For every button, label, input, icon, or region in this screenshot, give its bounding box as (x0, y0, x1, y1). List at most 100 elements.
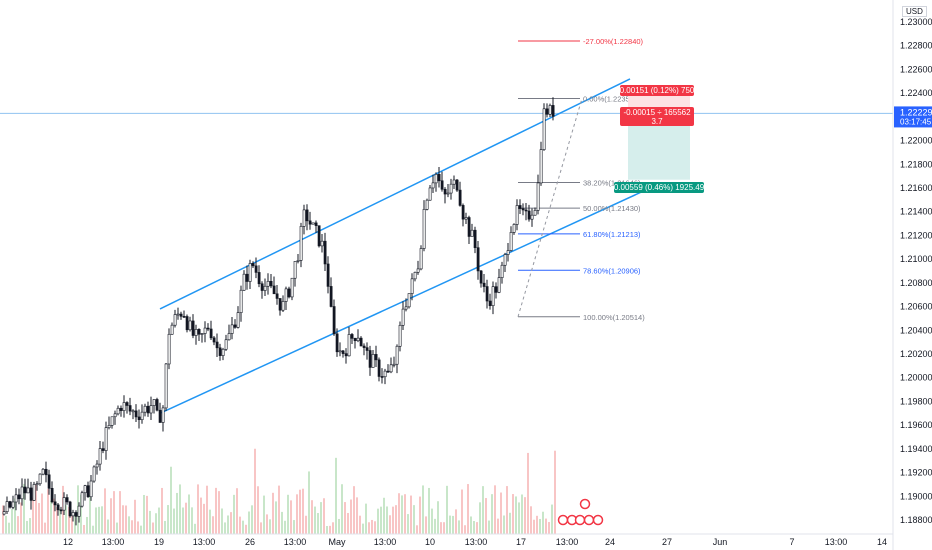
countdown-timer: 03:17:45 (900, 117, 932, 126)
volume-bar (5, 515, 7, 534)
price-tick-label: 1.21600 (900, 183, 932, 193)
candle-body (296, 260, 300, 262)
candle-body (59, 509, 63, 512)
candle-body (80, 492, 84, 507)
volume-bar (134, 499, 136, 534)
volume-bar (329, 525, 331, 534)
candle-body (236, 312, 240, 328)
time-tick-label: 24 (605, 537, 615, 547)
volume-bar (437, 501, 439, 534)
volume-bar (365, 503, 367, 534)
candle-body (212, 337, 216, 343)
volume-bar (272, 492, 274, 534)
candle-body (98, 448, 102, 465)
volume-bar (530, 506, 532, 534)
stop-label-text: 0.00151 (0.12%) 750 (620, 86, 695, 95)
economic-event-icon[interactable] (574, 514, 586, 526)
volume-bar (347, 512, 349, 534)
volume-bar (299, 489, 301, 534)
candle-body (518, 205, 522, 209)
volume-bar (233, 494, 235, 534)
fib-level-label: 78.60%(1.20906) (583, 266, 641, 275)
candle-body (293, 261, 297, 279)
candle-body (398, 324, 402, 347)
channel-upper-line[interactable] (159, 78, 631, 310)
economic-event-icon[interactable] (557, 514, 569, 526)
candle-body (11, 501, 15, 508)
volume-bar (149, 510, 151, 534)
volume-bar (284, 520, 286, 534)
candle-body (395, 345, 399, 365)
candle-body (320, 240, 324, 247)
candle-body (101, 448, 105, 451)
target-label-bg (614, 182, 704, 193)
candle-body (458, 189, 462, 206)
candle-body (434, 173, 438, 184)
volume-bar (248, 511, 250, 534)
fib-retracement[interactable]: -27.00%(1.22840) 0.00%(1.22355) 38.20%(1.2… (517, 37, 645, 322)
volume-bar (323, 498, 325, 534)
candle-body (269, 280, 273, 287)
current-price-box (894, 106, 932, 128)
volume-bar (515, 496, 517, 534)
economic-event-icon[interactable] (592, 514, 604, 526)
volume-bar (20, 502, 22, 534)
candle-body (2, 511, 6, 515)
volume-bar (389, 515, 391, 534)
volume-bar (89, 495, 91, 534)
price-axis[interactable]: 1.23000 1.22800 1.22600 1.22400 1.22000 1.218… (900, 17, 932, 525)
candle-body (251, 263, 255, 267)
volume-bar (101, 506, 103, 534)
candle-body (176, 313, 180, 316)
candle-body (44, 468, 48, 476)
volume-bar (320, 502, 322, 534)
time-tick-label: 13:00 (465, 537, 488, 547)
price-tick-label: 1.19200 (900, 468, 932, 478)
candle-body (260, 283, 264, 291)
parallel-channel[interactable] (159, 78, 646, 414)
candle-body (161, 407, 165, 423)
volume-bar (185, 502, 187, 534)
candle-body (533, 210, 537, 216)
entry-label-text: 3.7 (651, 117, 663, 126)
volume-bar (359, 515, 361, 534)
volume-bar (536, 515, 538, 534)
candle-body (476, 247, 480, 272)
candle-body (203, 327, 207, 334)
volume-bar (290, 500, 292, 534)
candle-body (314, 222, 318, 226)
volume-bar (461, 489, 463, 534)
volume-bar (548, 522, 550, 534)
fib-level-label: 61.80%(1.21213) (583, 230, 641, 239)
volume-bar (230, 512, 232, 534)
volume-bar (137, 521, 139, 534)
volume-bar (224, 522, 226, 534)
economic-event-icon[interactable] (583, 514, 595, 526)
candle-body (257, 272, 261, 285)
candle-body (116, 407, 120, 415)
volume-bar (44, 522, 46, 534)
volume-bar (113, 491, 115, 534)
volume-bar (362, 523, 364, 534)
candle-body (506, 250, 510, 255)
economic-event-icon[interactable] (579, 498, 591, 510)
volume-bar (317, 513, 319, 534)
time-axis[interactable]: 12 13:00 19 13:00 26 13:00 May 13:00 10 13:00 17 13… (63, 537, 887, 547)
volume-bar (140, 525, 142, 534)
volume-bar (554, 450, 556, 534)
candle-body (224, 339, 228, 350)
time-tick-label: 13:00 (284, 537, 307, 547)
volume-bar (239, 516, 241, 534)
fib-trend-line[interactable] (517, 98, 583, 317)
candle-body (467, 217, 471, 237)
volume-bar (218, 491, 220, 534)
volume-bar (407, 514, 409, 534)
volume-bar (35, 484, 37, 534)
candle-body (53, 501, 57, 506)
currency-label[interactable]: USD (902, 6, 927, 17)
candle-body (503, 254, 507, 266)
volume-bar (416, 525, 418, 534)
volume-bar (443, 522, 445, 534)
